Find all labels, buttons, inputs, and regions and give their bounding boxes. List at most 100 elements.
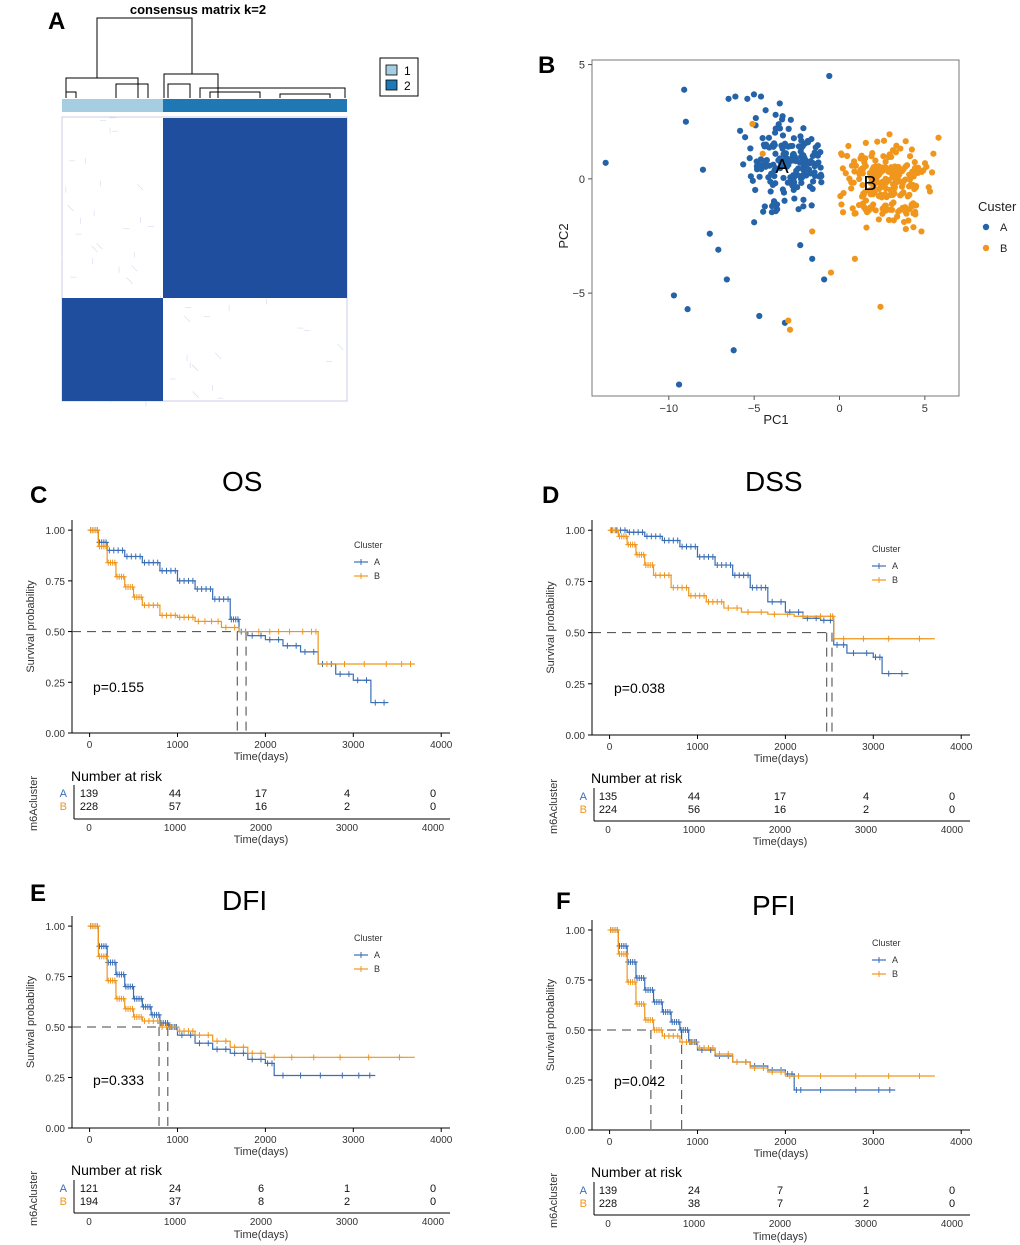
pca-point-a: [781, 197, 788, 204]
pca-point-a: [807, 170, 814, 177]
km-censor-a: [172, 567, 179, 574]
km-xtick-label: 1000: [686, 742, 709, 753]
km-censor-a: [658, 999, 665, 1005]
km-xtick-label: 4000: [950, 742, 973, 753]
km-censor-a: [876, 654, 883, 661]
km-legend-label-a: A: [374, 950, 380, 960]
km-censor-b: [631, 979, 638, 985]
risk-row-name-a: A: [60, 788, 68, 800]
km-censor-a: [762, 584, 769, 591]
pca-point-a: [776, 125, 784, 132]
km-censor-b: [649, 562, 656, 569]
risk-xtick-label: 2000: [769, 825, 792, 836]
km-ytick-label: 1.00: [566, 526, 586, 537]
km-censor-b: [286, 628, 293, 635]
km-censor-a: [692, 543, 699, 550]
pca-point-b: [848, 185, 855, 192]
pca-xtick-label: 0: [836, 403, 842, 415]
km-censor-b: [745, 609, 752, 616]
km-xtick-label: 0: [87, 1135, 93, 1146]
pca-point-a: [809, 255, 816, 262]
pca-point-a: [757, 93, 765, 100]
pca-point-b: [907, 181, 914, 188]
km-censor-a: [120, 971, 127, 978]
risk-count: 24: [688, 1185, 700, 1197]
pca-point-b: [890, 188, 897, 196]
pca-point-a: [814, 152, 821, 159]
km-ytick-label: 0.00: [566, 1126, 586, 1137]
km-ytick-label: 0.00: [46, 1124, 66, 1135]
km-xtick-label: 0: [87, 740, 93, 751]
risk-xtick-label: 0: [86, 1217, 92, 1228]
km-censor-b: [361, 661, 368, 668]
km-censor-a: [657, 533, 664, 540]
pca-point-b: [880, 153, 887, 160]
risk-count: 0: [430, 1183, 436, 1195]
km-censor-b: [852, 1073, 859, 1079]
km-title-os: OS: [222, 466, 263, 497]
pca-point-b: [928, 169, 936, 176]
pca-point-b: [872, 207, 879, 214]
pca-point-a: [767, 188, 774, 195]
risk-xtick-label: 2000: [769, 1219, 792, 1230]
km-censor-b: [94, 527, 101, 534]
km-censor-b: [683, 584, 690, 591]
km-censor-a: [875, 1087, 882, 1093]
km-censor-a: [214, 1046, 221, 1053]
pca-point-b: [838, 150, 845, 157]
pca-point-a: [767, 178, 774, 185]
pca-point-a: [771, 140, 778, 147]
pca-point-b: [862, 162, 869, 170]
km-legend-mark-a: [876, 563, 882, 569]
risk-count: 0: [949, 1198, 955, 1210]
km-ylabel: Survival probability: [25, 580, 37, 673]
pca-point-a: [765, 134, 773, 141]
km-curve-a: [89, 925, 376, 1077]
km-ytick-label: 1.00: [46, 526, 66, 537]
risk-count: 2: [344, 1196, 350, 1208]
pca-legend-label-b: B: [1000, 243, 1007, 255]
pca-point-b: [911, 159, 918, 166]
risk-count: 7: [777, 1185, 783, 1197]
pca-point-a: [807, 158, 814, 165]
risk-count: 16: [255, 801, 267, 813]
km-censor-b: [266, 628, 273, 635]
risk-count: 24: [169, 1183, 181, 1195]
pca-point-a: [798, 179, 805, 187]
risk-xtick-label: 1000: [164, 1217, 187, 1228]
km-title-pfi: PFI: [752, 890, 796, 921]
km-xtick-label: 4000: [950, 1137, 973, 1148]
panel-letter-d: D: [542, 482, 560, 509]
pca-point-a: [776, 100, 783, 107]
km-curve-b: [89, 925, 415, 1058]
km-censor-b: [312, 628, 319, 635]
km-ytick-label: 1.00: [566, 926, 586, 937]
km-censor-a: [164, 1020, 171, 1027]
km-legend-label-b: B: [892, 575, 898, 585]
km-censor-a: [381, 699, 388, 706]
km-censor-a: [795, 609, 802, 616]
km-censor-a: [189, 577, 196, 584]
pca-point-a: [809, 152, 816, 160]
pca-point-a: [706, 230, 713, 237]
pca-point-b: [877, 303, 884, 310]
pca-point-b: [918, 228, 925, 235]
km-censor-a: [258, 632, 264, 639]
km-censor-a: [372, 699, 379, 706]
km-censor-b: [631, 541, 638, 548]
km-censor-a: [284, 642, 291, 649]
pca-point-a: [779, 186, 786, 193]
km-censor-b: [407, 661, 414, 668]
pca-point-b: [838, 201, 845, 208]
km-curve-a: [609, 529, 909, 675]
km-censor-a: [234, 616, 241, 623]
pca-point-b: [809, 228, 816, 235]
risk-row-name-b: B: [580, 804, 587, 816]
risk-count: 0: [430, 801, 436, 813]
risk-xtick-label: 3000: [336, 823, 359, 834]
km-censor-a: [363, 677, 370, 684]
km-censor-b: [189, 1028, 196, 1035]
km-censor-a: [817, 1087, 824, 1093]
km-censor-a: [355, 1072, 362, 1079]
pca-point-a: [755, 161, 762, 168]
